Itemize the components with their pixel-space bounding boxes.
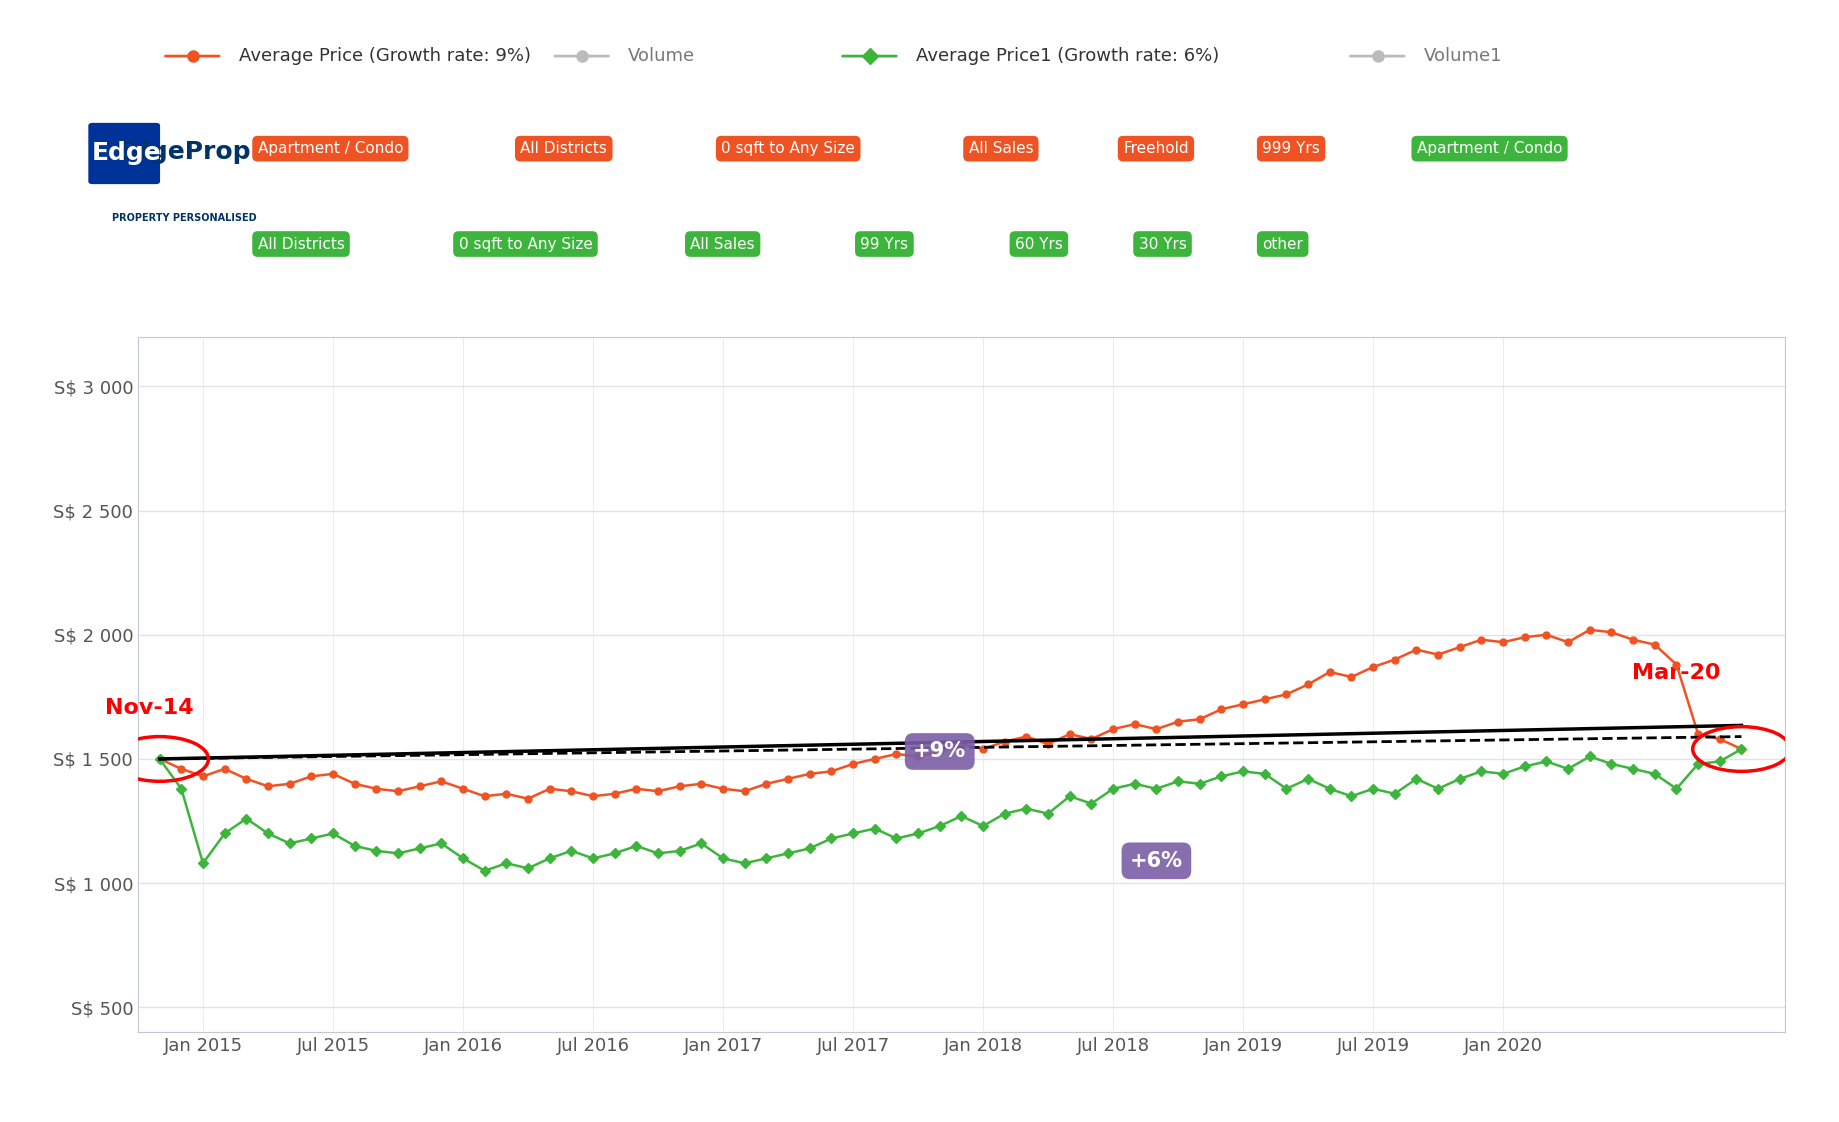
Text: Apartment / Condo: Apartment / Condo <box>1416 141 1561 156</box>
Text: +6%: +6% <box>1129 850 1182 871</box>
Text: 30 Yrs: 30 Yrs <box>1138 237 1186 251</box>
Text: +9%: +9% <box>912 742 965 762</box>
Text: 99 Yrs: 99 Yrs <box>861 237 908 251</box>
Text: 0 sqft to Any Size: 0 sqft to Any Size <box>458 237 592 251</box>
Text: EdgeProp: EdgeProp <box>116 140 252 164</box>
Text: 60 Yrs: 60 Yrs <box>1015 237 1063 251</box>
Text: PROPERTY PERSONALISED: PROPERTY PERSONALISED <box>112 213 256 222</box>
Text: All Districts: All Districts <box>520 141 607 156</box>
Text: Volume: Volume <box>627 47 695 65</box>
Text: Volume1: Volume1 <box>1423 47 1501 65</box>
Text: 0 sqft to Any Size: 0 sqft to Any Size <box>721 141 855 156</box>
Text: All Districts: All Districts <box>257 237 344 251</box>
Text: Average Price1 (Growth rate: 6%): Average Price1 (Growth rate: 6%) <box>916 47 1219 65</box>
FancyBboxPatch shape <box>88 123 160 184</box>
Text: All Sales: All Sales <box>967 141 1034 156</box>
Text: other: other <box>1262 237 1302 251</box>
Text: Average Price (Growth rate: 9%): Average Price (Growth rate: 9%) <box>239 47 530 65</box>
Text: Edge: Edge <box>92 141 162 165</box>
Text: 999 Yrs: 999 Yrs <box>1262 141 1319 156</box>
Text: All Sales: All Sales <box>690 237 754 251</box>
Text: Nov-14: Nov-14 <box>105 698 193 718</box>
Text: Mar-20: Mar-20 <box>1631 663 1719 683</box>
Text: Freehold: Freehold <box>1122 141 1188 156</box>
Text: Apartment / Condo: Apartment / Condo <box>257 141 403 156</box>
